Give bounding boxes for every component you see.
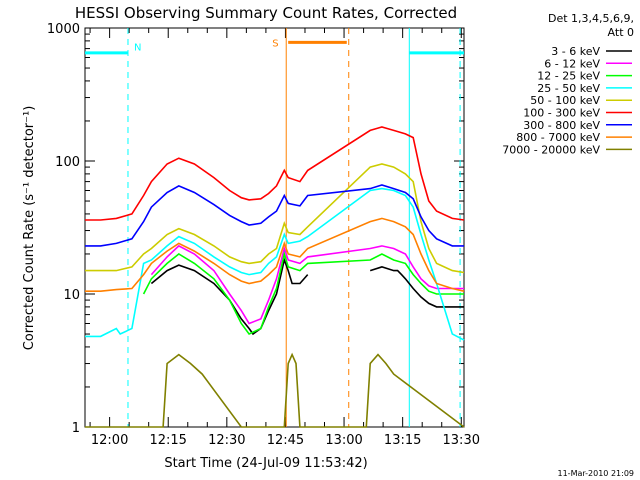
series-6 — [85, 184, 464, 247]
legend-header-line2: Att 0 — [608, 26, 634, 39]
series-line — [85, 126, 465, 221]
series-8 — [85, 352, 465, 428]
annotation-s: S — [272, 38, 278, 49]
x-tick-label: 12:15 — [149, 433, 186, 448]
series-line — [150, 257, 309, 336]
x-tick-label: 12:30 — [208, 433, 245, 448]
series-line — [85, 352, 465, 428]
legend-label: 12 - 25 keV — [537, 70, 600, 83]
series-0 — [150, 257, 464, 336]
x-tick-label: 12:45 — [267, 433, 304, 448]
series-line — [85, 187, 465, 341]
x-tick-label: 13:15 — [384, 433, 421, 448]
series-5 — [85, 126, 465, 221]
legend-label: 6 - 12 keV — [544, 57, 600, 70]
legend-label: 7000 - 20000 keV — [502, 143, 600, 156]
annotation-n: N — [134, 43, 141, 54]
x-tick-label: 13:30 — [443, 433, 480, 448]
y-tick-label: 1 — [72, 421, 80, 436]
legend-header-line1: Det 1,3,4,5,6,9, — [548, 12, 634, 25]
y-axis: 1 10 100 1000 — [47, 22, 464, 436]
chart-title: HESSI Observing Summary Count Rates, Cor… — [75, 4, 457, 22]
legend-label: 50 - 100 keV — [530, 94, 600, 107]
x-axis: 12:00 12:15 12:30 12:45 13:00 13:15 13:30 — [89, 28, 480, 448]
y-tick-label: 10 — [63, 288, 80, 303]
timestamp: 11-Mar-2010 21:09 — [558, 469, 635, 478]
series-4 — [85, 163, 465, 274]
y-tick-label: 100 — [55, 155, 80, 170]
y-axis-label: Corrected Count Rate (s⁻¹ detector⁻¹) — [22, 106, 37, 351]
legend-label: 100 - 300 keV — [523, 107, 600, 120]
series-line — [85, 217, 465, 293]
series-2 — [142, 250, 464, 336]
series-1 — [150, 244, 464, 325]
series-line — [85, 163, 465, 274]
y-tick-label: 1000 — [47, 22, 80, 37]
legend-label: 300 - 800 keV — [523, 119, 600, 132]
series-group — [85, 126, 465, 428]
series-7 — [85, 217, 465, 293]
legend-label: 25 - 50 keV — [537, 82, 600, 95]
x-tick-label: 12:00 — [91, 433, 128, 448]
legend-label: 3 - 6 keV — [551, 45, 600, 58]
series-line — [142, 250, 464, 336]
x-tick-label: 13:00 — [325, 433, 362, 448]
series-line — [85, 184, 464, 247]
series-line — [150, 244, 464, 325]
x-axis-label: Start Time (24-Jul-09 11:53:42) — [164, 456, 367, 471]
series-line — [369, 266, 464, 308]
legend-label: 800 - 7000 keV — [516, 131, 600, 144]
series-3 — [85, 187, 465, 341]
